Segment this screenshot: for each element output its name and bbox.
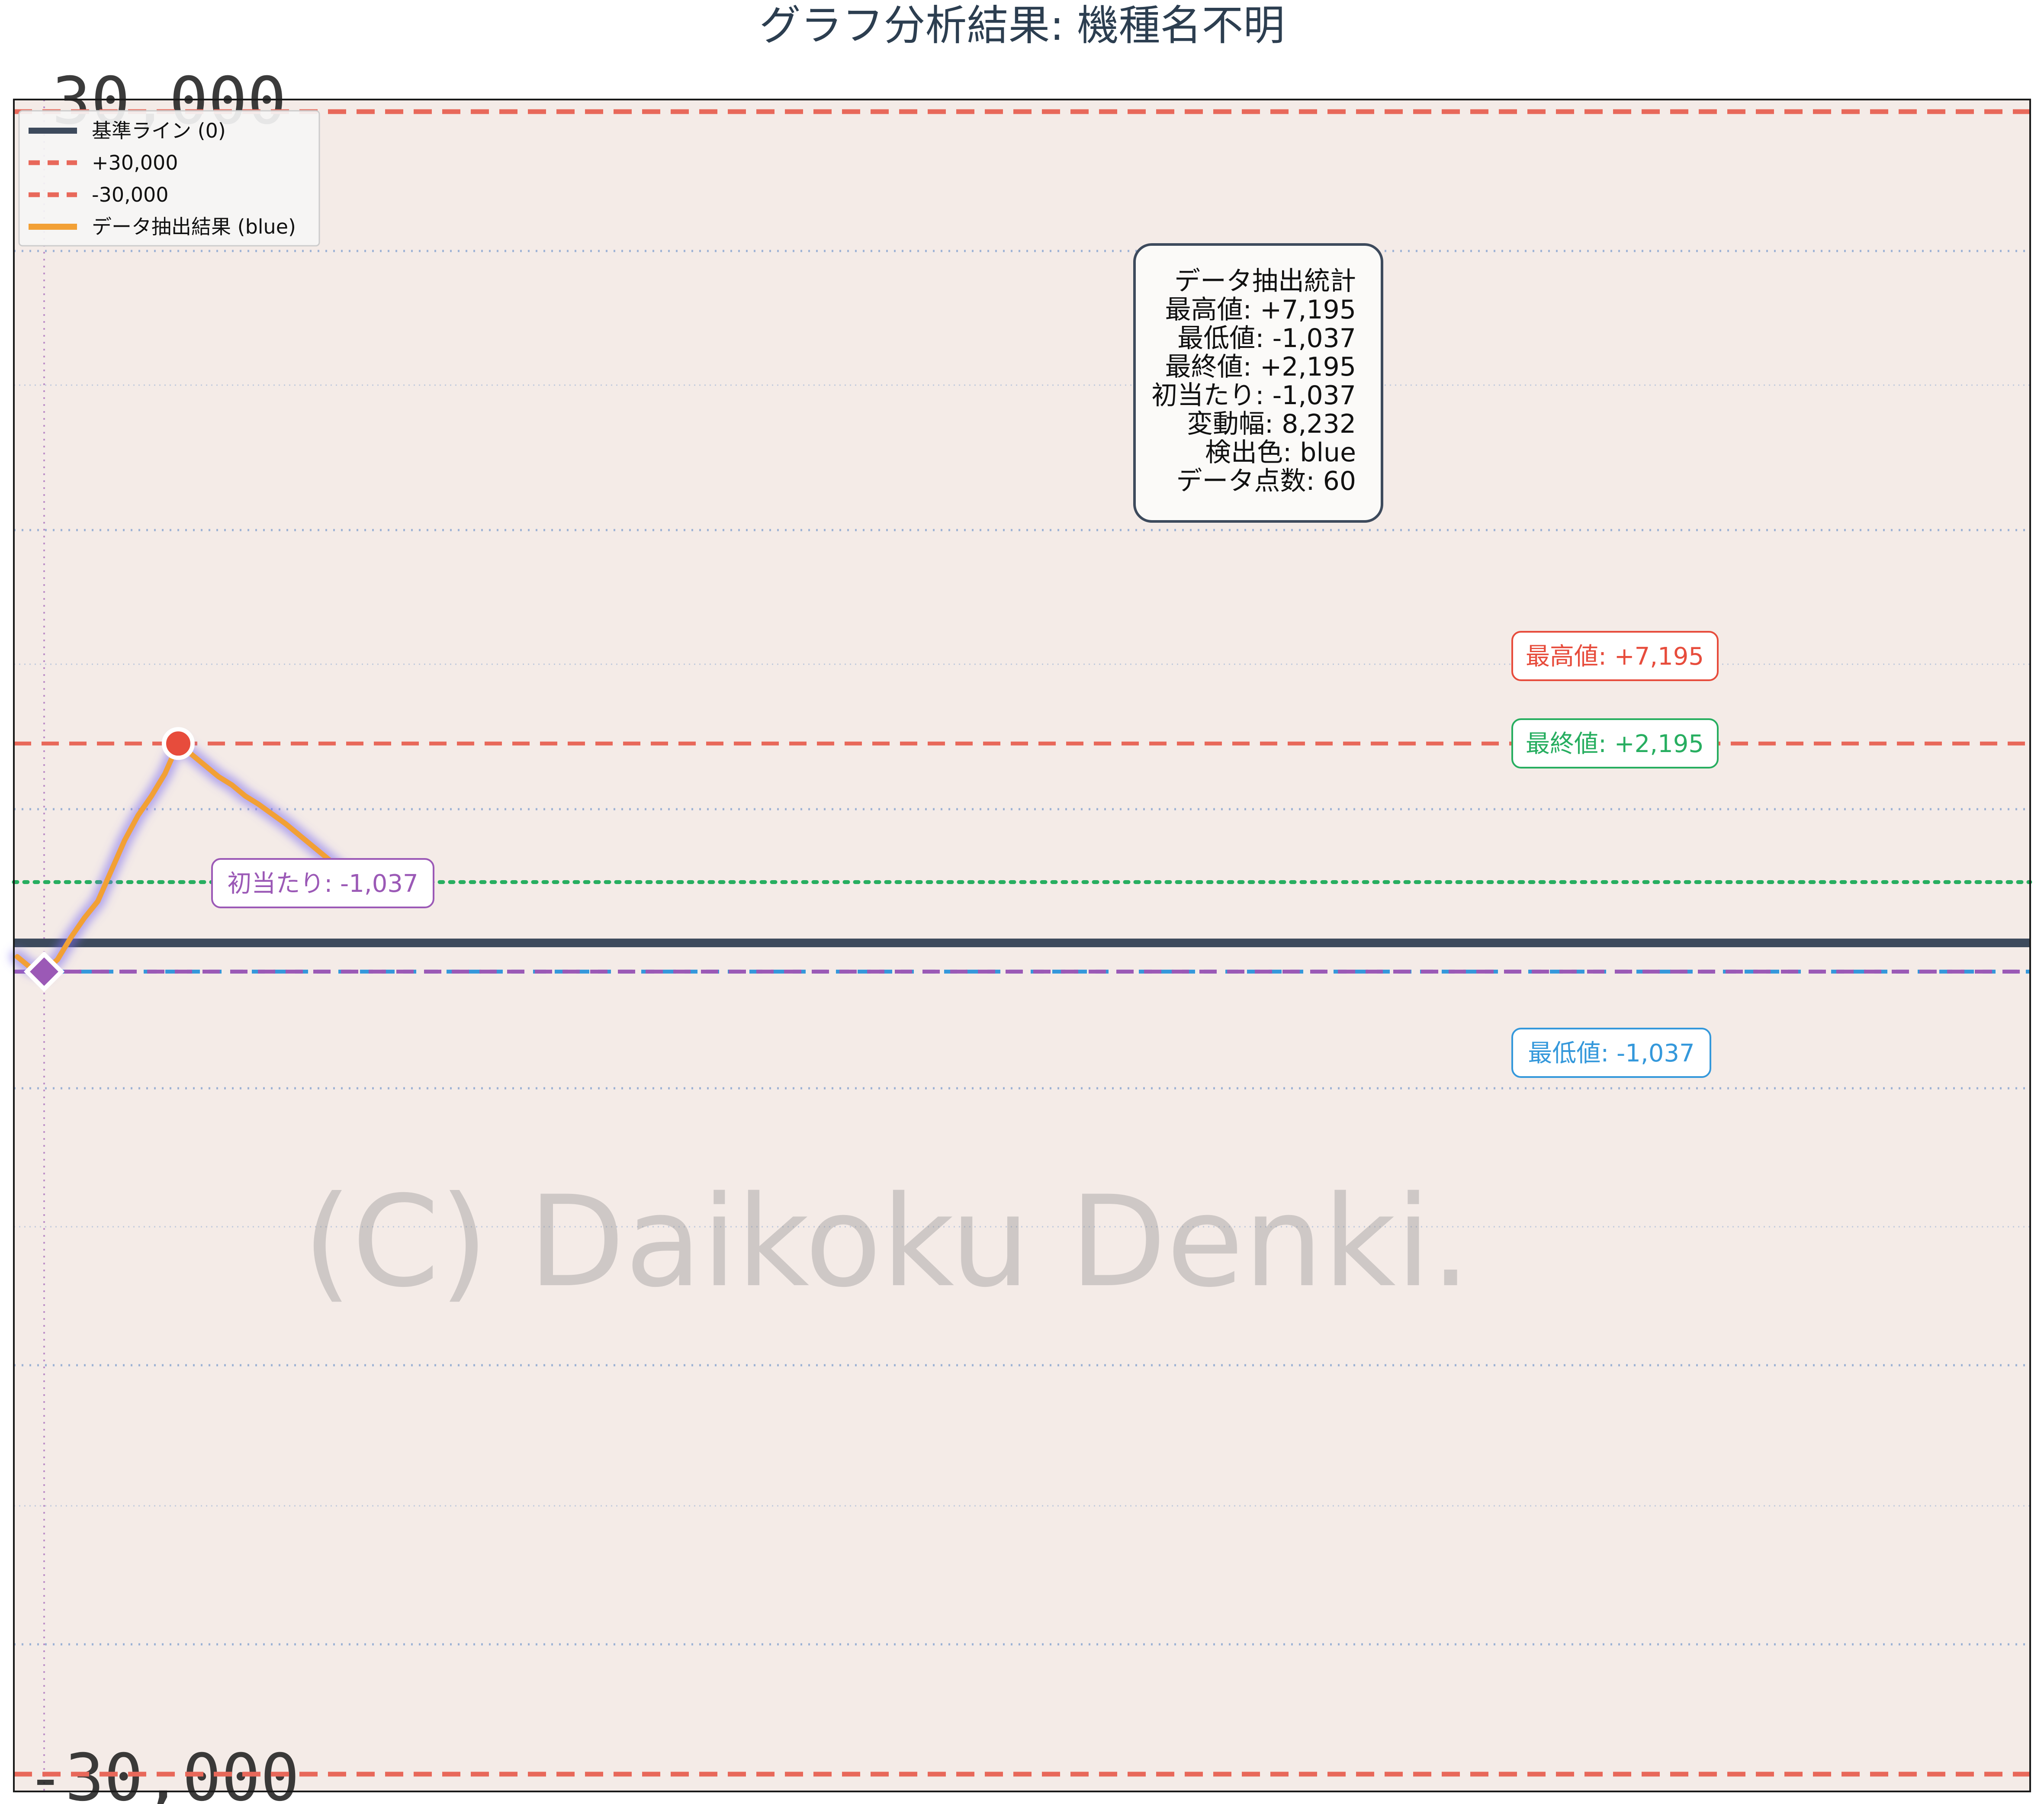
legend-label: データ抽出結果 (blue): [92, 215, 296, 238]
annotation-max: 最高値: +7,195: [1511, 631, 1719, 681]
legend-item: +30,000: [29, 151, 178, 174]
annotation-max-box: [1511, 631, 1719, 681]
legend-item: -30,000: [29, 183, 169, 206]
stats-line: 最高値: +7,195: [1165, 295, 1356, 325]
stats-line: 検出色: blue: [1205, 437, 1356, 468]
legend: 基準ライン (0) +30,000 -30,000 データ抽出結果 (blue): [18, 110, 320, 247]
grid-lines: [14, 100, 2030, 1791]
stats-box-frame: [1133, 243, 1383, 523]
plot-border: [13, 99, 2031, 1792]
annotation-first-hit-label: 初当たり: -1,037: [227, 870, 418, 898]
watermark: (C) Daikoku Denki.: [303, 1169, 1471, 1315]
legend-item: データ抽出結果 (blue): [29, 215, 296, 238]
annotation-max-label: 最高値: +7,195: [1526, 643, 1704, 671]
annotation-final-box: [1511, 718, 1719, 769]
annotation-final-label: 最終値: +2,195: [1526, 730, 1704, 758]
legend-label: +30,000: [92, 151, 178, 174]
stats-line: データ抽出統計: [1174, 266, 1356, 296]
stats-line: 変動幅: 8,232: [1187, 409, 1356, 439]
legend-label: 基準ライン (0): [92, 119, 226, 142]
legend-label: -30,000: [92, 183, 169, 206]
stats-line: 初当たり: -1,037: [1151, 380, 1356, 411]
annotation-first-hit: 初当たり: -1,037: [211, 858, 434, 908]
annotation-min: 最低値: -1,037: [1511, 1028, 1711, 1078]
annotation-min-label: 最低値: -1,037: [1528, 1039, 1694, 1068]
stats-line: 最終値: +2,195: [1165, 352, 1356, 382]
legend-item: 基準ライン (0): [29, 119, 226, 142]
stats-line: 最低値: -1,037: [1177, 323, 1356, 354]
annotation-min-box: [1511, 1028, 1711, 1078]
markers: [23, 727, 195, 992]
max-point-marker: [162, 727, 195, 760]
first-hit-marker: [23, 951, 65, 992]
annotation-final: 最終値: +2,195: [1511, 718, 1719, 769]
legend-box: [18, 110, 320, 247]
stats-line: データ点数: 60: [1176, 466, 1356, 496]
annotation-first-hit-box: [211, 858, 434, 908]
chart-title: グラフ分析結果: 機種名不明: [759, 1, 1285, 50]
